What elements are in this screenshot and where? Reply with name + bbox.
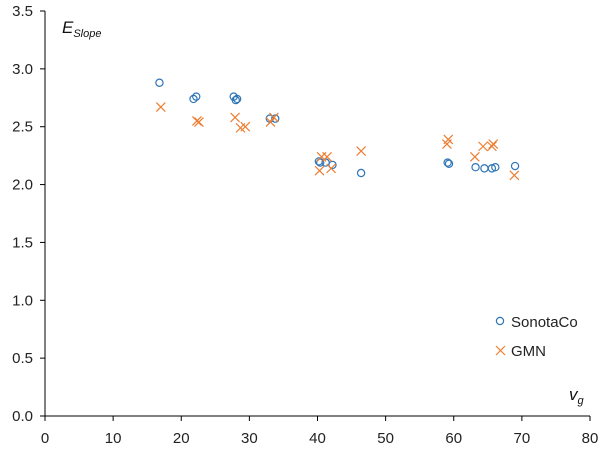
x-tick-label: 60 bbox=[445, 430, 462, 447]
y-tick-label: 3.0 bbox=[12, 61, 33, 78]
y-tick-label: 0.5 bbox=[12, 350, 33, 367]
data-point-sonotaco bbox=[443, 158, 452, 167]
data-point-sonotaco bbox=[480, 164, 489, 173]
data-point-sonotaco bbox=[192, 92, 201, 101]
data-point-gmn bbox=[230, 112, 240, 123]
plot-area: 0 10 20 30 40 50 60 70 80 0.0 0.5 1.0 1.5 2.0 2.5 3.0 3.… bbox=[12, 3, 598, 447]
data-point-sonotaco bbox=[189, 94, 198, 104]
legend-marker-gmn bbox=[495, 345, 506, 356]
data-point-sonotaco bbox=[444, 159, 454, 168]
x-tick-label: 20 bbox=[173, 430, 190, 447]
data-point-gmn bbox=[314, 165, 325, 176]
legend-label-sonotaco: SonotaCo bbox=[511, 314, 578, 331]
y-tick-label: 3.5 bbox=[12, 3, 33, 20]
x-tick-label: 10 bbox=[105, 430, 122, 447]
data-point-sonotaco bbox=[328, 160, 337, 170]
x-tick-label: 40 bbox=[309, 430, 326, 447]
y-tick-label: 2.5 bbox=[12, 119, 33, 136]
y-axis-title: ESlope bbox=[62, 18, 101, 40]
data-point-gmn bbox=[191, 116, 202, 126]
x-axis-title: vg bbox=[569, 385, 585, 407]
data-point-sonotaco bbox=[491, 163, 500, 172]
data-point-gmn bbox=[486, 141, 497, 152]
x-tick-label: 0 bbox=[41, 430, 49, 447]
data-point-sonotaco bbox=[271, 114, 280, 123]
data-point-sonotaco bbox=[510, 161, 520, 171]
data-point-sonotaco bbox=[356, 168, 366, 178]
data-point-gmn bbox=[509, 170, 520, 181]
legend-label-gmn: GMN bbox=[511, 343, 546, 360]
y-tick-label: 0.0 bbox=[12, 408, 33, 425]
data-point-gmn bbox=[443, 134, 454, 145]
data-point-gmn bbox=[194, 117, 204, 128]
data-point-sonotaco bbox=[471, 163, 480, 172]
data-point-gmn bbox=[268, 112, 279, 123]
legend-marker-sonotaco bbox=[495, 316, 505, 326]
x-tick-label: 70 bbox=[514, 430, 531, 447]
data-point-gmn bbox=[265, 117, 276, 128]
y-tick-label: 2.0 bbox=[12, 177, 33, 194]
data-point-gmn bbox=[240, 121, 251, 132]
data-point-gmn bbox=[469, 151, 480, 162]
data-point-sonotaco bbox=[232, 94, 242, 104]
x-tick-label: 50 bbox=[377, 430, 394, 447]
data-point-sonotaco bbox=[155, 78, 164, 87]
data-point-gmn bbox=[155, 102, 166, 112]
x-tick-label: 80 bbox=[582, 430, 599, 447]
x-tick-label: 30 bbox=[241, 430, 258, 447]
y-tick-label: 1.5 bbox=[12, 234, 33, 251]
data-point-gmn bbox=[356, 146, 367, 156]
data-point-gmn bbox=[488, 139, 499, 149]
data-point-gmn bbox=[326, 163, 337, 174]
y-tick-label: 1.0 bbox=[12, 292, 33, 309]
legend: SonotaCo GMN bbox=[495, 314, 578, 360]
data-point-sonotaco bbox=[231, 95, 240, 105]
data-point-gmn bbox=[322, 151, 332, 162]
data-point-gmn bbox=[478, 141, 488, 152]
